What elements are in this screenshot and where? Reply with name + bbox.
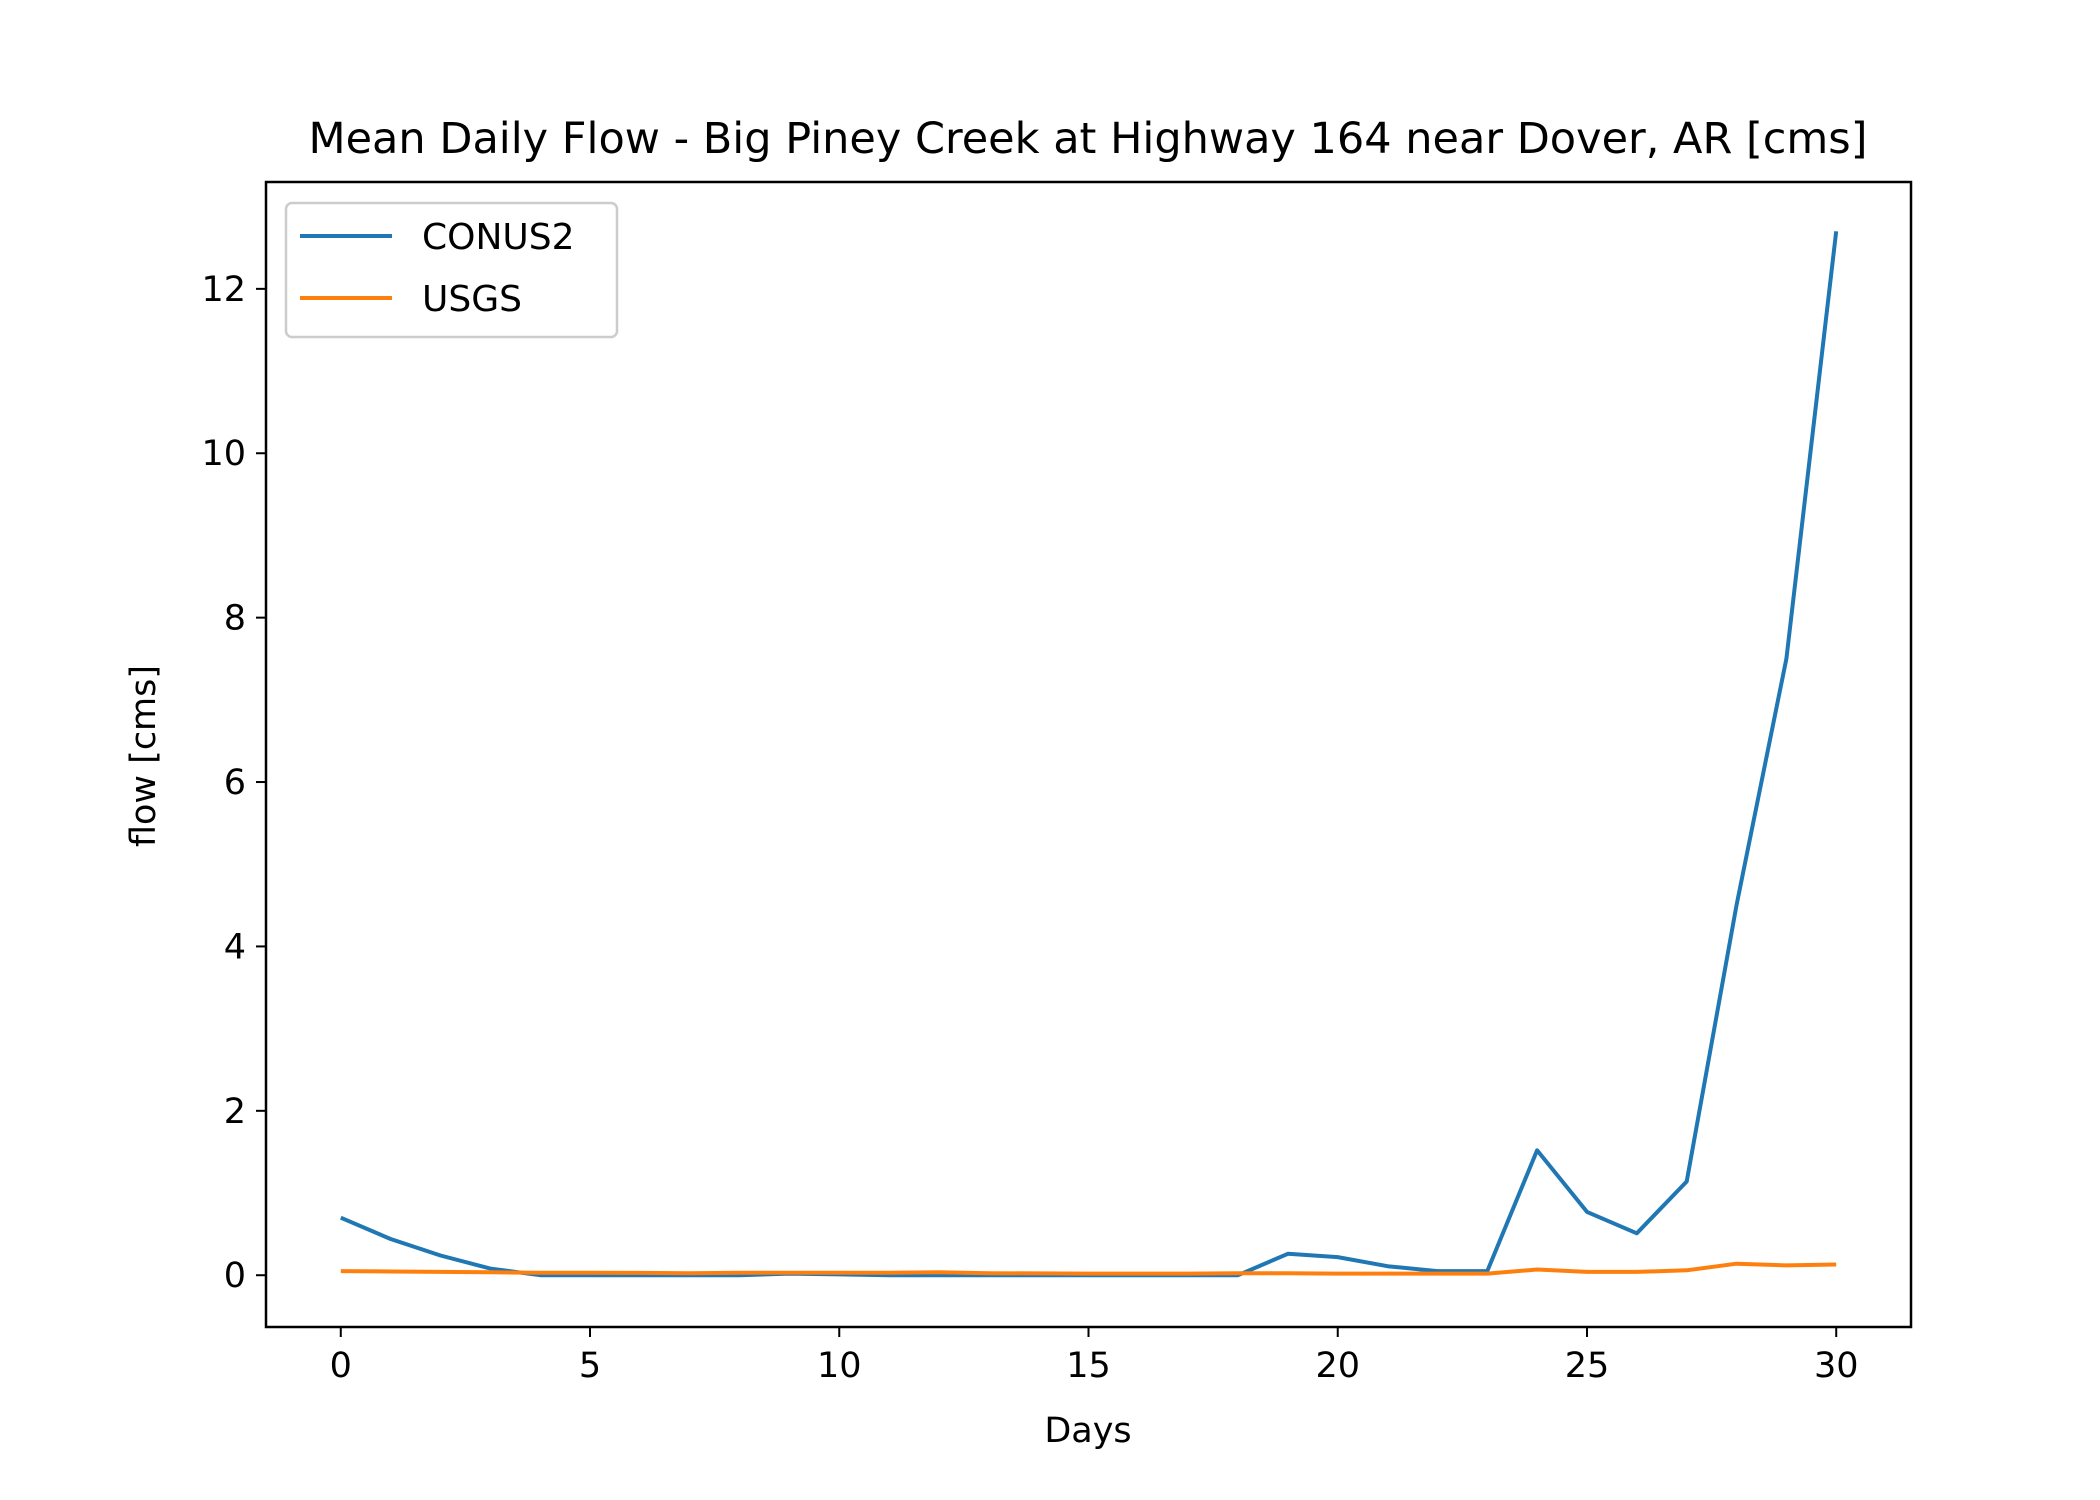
x-tick-label: 30 bbox=[1814, 1346, 1859, 1386]
chart-title: Mean Daily Flow - Big Piney Creek at Hig… bbox=[309, 114, 1868, 164]
y-tick-label: 8 bbox=[224, 599, 246, 639]
y-axis-ticks: 0 2 4 6 8 10 12 bbox=[201, 270, 266, 1296]
legend: CONUS2 USGS bbox=[284, 201, 619, 339]
x-tick-label: 20 bbox=[1315, 1346, 1360, 1386]
y-tick-label: 6 bbox=[224, 763, 246, 803]
legend-label-usgs: USGS bbox=[422, 279, 522, 320]
x-tick-label: 25 bbox=[1565, 1346, 1610, 1386]
y-tick-label: 2 bbox=[224, 1092, 246, 1132]
y-tick-label: 4 bbox=[224, 927, 246, 967]
x-tick-label: 5 bbox=[579, 1346, 601, 1386]
x-axis-label: Days bbox=[1044, 1411, 1131, 1451]
plot-frame bbox=[264, 180, 1913, 1329]
x-tick-label: 0 bbox=[330, 1346, 352, 1386]
x-tick-label: 10 bbox=[817, 1346, 862, 1386]
legend-label-conus2: CONUS2 bbox=[422, 217, 575, 258]
series-line-conus2 bbox=[340, 231, 1839, 1278]
plot-lines bbox=[340, 231, 1839, 1278]
y-tick-label: 10 bbox=[201, 434, 246, 474]
y-tick-label: 0 bbox=[224, 1256, 246, 1296]
y-tick-label: 12 bbox=[201, 270, 246, 310]
series-line-usgs bbox=[340, 1261, 1837, 1276]
x-tick-label: 15 bbox=[1066, 1346, 1111, 1386]
y-axis-label: flow [cms] bbox=[124, 665, 164, 847]
x-axis-ticks: 0 5 10 15 20 25 30 bbox=[330, 1327, 1859, 1386]
